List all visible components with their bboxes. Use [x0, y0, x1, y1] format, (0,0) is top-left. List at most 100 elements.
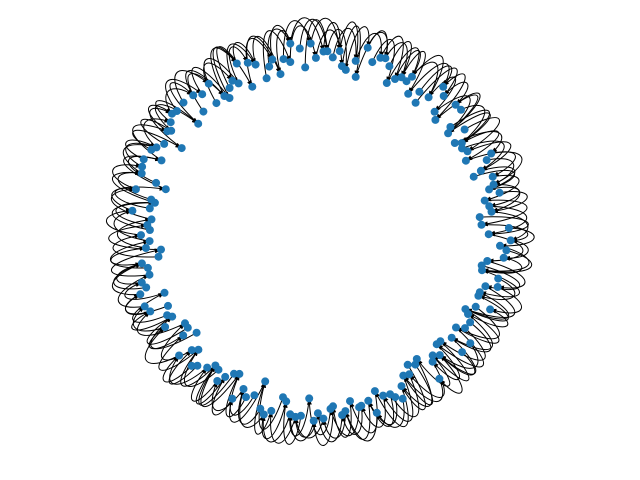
graph-edge: [146, 316, 189, 345]
graph-edge: [316, 412, 343, 443]
graph-node: [234, 79, 243, 88]
graph-edge: [169, 354, 208, 385]
graph-edge: [376, 398, 405, 428]
graph-edge: [407, 62, 450, 95]
graph-edge: [174, 70, 210, 103]
graph-node: [402, 77, 411, 86]
graph-node: [221, 372, 230, 381]
graph-edge: [360, 395, 386, 428]
graph-node: [487, 149, 496, 158]
graph-edge: [439, 351, 476, 376]
graph-node: [239, 385, 248, 393]
graph-edge: [367, 394, 395, 427]
graph-edge: [245, 38, 273, 87]
graph-edge: [112, 233, 159, 258]
graph-edge: [486, 233, 524, 264]
graph-node: [187, 361, 196, 370]
graph-node: [477, 220, 486, 229]
graph-node: [160, 139, 169, 148]
graph-edge: [401, 364, 426, 411]
graph-edge: [418, 65, 453, 93]
graph-node: [328, 53, 337, 62]
graph-edge: [402, 364, 434, 406]
graph-node: [154, 252, 163, 261]
graph-edge: [467, 308, 509, 328]
graph-edge: [287, 413, 315, 442]
graph-edge: [262, 30, 291, 79]
graph-edge: [488, 186, 520, 208]
graph-edge: [260, 401, 287, 440]
graph-node: [494, 274, 503, 283]
graph-node: [483, 257, 492, 265]
graph-edge: [432, 343, 460, 381]
graph-edge: [111, 262, 143, 296]
graph-node: [451, 100, 460, 109]
graph-edge: [195, 364, 226, 405]
graph-node: [431, 115, 440, 124]
graph-edge: [210, 47, 238, 97]
graph-edge: [443, 81, 469, 106]
graph-edge: [111, 185, 167, 212]
graph-edge: [447, 112, 491, 144]
graph-node: [370, 387, 379, 396]
graph-node: [471, 302, 480, 311]
graph-edge: [114, 185, 150, 209]
graph-edge: [143, 117, 172, 148]
graph-node: [230, 369, 238, 378]
graph-edge: [388, 41, 412, 78]
graph-node: [145, 204, 154, 213]
graph-node: [403, 360, 412, 369]
graph-edge: [117, 274, 151, 308]
graph-edge: [467, 141, 512, 172]
graph-node: [430, 107, 439, 116]
graph-edge: [355, 32, 384, 62]
graph-edge: [232, 42, 257, 66]
graph-node: [399, 371, 408, 380]
graph-edge: [148, 326, 184, 350]
graph-node: [136, 290, 145, 299]
graph-node: [415, 87, 424, 96]
graph-edge: [481, 224, 529, 243]
graph-node: [232, 59, 241, 68]
graph-node: [204, 79, 213, 88]
graph-edge: [169, 82, 199, 125]
graph-node: [189, 91, 198, 100]
graph-edge: [326, 29, 349, 71]
graph-node: [447, 333, 456, 342]
graph-node: [382, 79, 391, 87]
graph-edge: [289, 17, 325, 53]
graph-edge: [415, 67, 458, 104]
graph-edge: [125, 139, 158, 160]
graph-node: [131, 185, 140, 194]
graph-edge: [225, 373, 247, 418]
graph-edge: [490, 191, 528, 214]
graph-node: [160, 288, 169, 297]
graph-node: [484, 230, 493, 239]
graph-edge: [451, 313, 493, 351]
graph-node: [203, 363, 212, 372]
graph-node: [311, 53, 320, 62]
graph-edge: [148, 104, 173, 132]
graph-node: [363, 43, 372, 52]
graph-node: [198, 90, 207, 99]
graph-node: [163, 311, 172, 320]
graph-node: [177, 144, 186, 153]
graph-edge: [115, 200, 156, 226]
graph-edge: [345, 26, 372, 70]
graph-edge: [367, 31, 390, 59]
graph-edge: [428, 76, 457, 113]
graph-edge: [136, 310, 186, 336]
graph-edge: [116, 262, 143, 285]
graph-edge: [487, 260, 526, 291]
graph-node: [391, 75, 399, 83]
graph-node: [250, 391, 259, 400]
graph-edge: [112, 162, 143, 190]
graph-edge: [331, 401, 352, 438]
graph-edge: [228, 46, 249, 84]
graph-node: [286, 410, 295, 419]
graph-edge: [461, 130, 500, 162]
graph-edge: [185, 70, 225, 97]
graph-node: [261, 377, 270, 386]
graph-edge: [258, 380, 284, 430]
